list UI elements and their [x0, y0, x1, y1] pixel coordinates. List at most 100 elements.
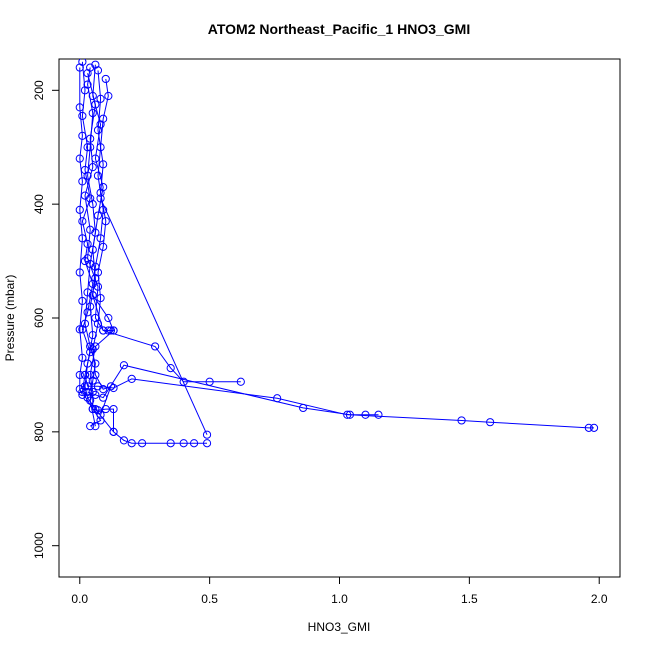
data-point [101, 217, 110, 226]
data-point [106, 326, 116, 335]
data-point [83, 359, 92, 368]
data-point [345, 410, 354, 419]
data-point [91, 342, 100, 351]
series-line [89, 294, 115, 432]
series-line [84, 73, 241, 383]
data-point [88, 163, 97, 172]
data-point [374, 410, 383, 419]
data-point [75, 268, 84, 277]
data-point [83, 382, 92, 391]
y-axis-label: Pressure (mbar) [3, 275, 17, 362]
data-point [83, 288, 92, 297]
series-line [92, 70, 112, 415]
data-point [109, 326, 118, 335]
data-point [99, 326, 108, 335]
y-tick-label: 800 [32, 422, 46, 442]
data-point [150, 342, 160, 351]
data-point [93, 319, 103, 328]
data-point [179, 439, 188, 448]
data-point [78, 296, 87, 306]
data-point [236, 377, 245, 386]
series-line [84, 67, 96, 427]
x-tick-label: 1.0 [331, 592, 348, 606]
data-point [119, 361, 129, 370]
data-point [93, 268, 103, 277]
data-point [109, 427, 118, 436]
data-point [91, 359, 100, 368]
data-point [96, 410, 105, 419]
x-axis: 0.0 0.5 1.0 1.5 2.0 [71, 576, 608, 606]
series-layer [75, 59, 599, 448]
data-point [93, 126, 103, 135]
data-point [75, 205, 84, 214]
data-point [91, 390, 100, 399]
data-point [127, 439, 136, 448]
data-point [83, 171, 92, 180]
data-point [96, 143, 105, 152]
data-point [99, 160, 108, 169]
x-tick-label: 1.5 [461, 592, 478, 606]
data-point [88, 108, 97, 118]
data-point [78, 111, 87, 121]
data-point [99, 114, 108, 123]
series-line [100, 198, 208, 435]
chart-title: ATOM2 Northeast_Pacific_1 HNO3_GMI [208, 21, 470, 37]
data-point [93, 282, 103, 291]
data-point [86, 143, 95, 152]
data-point [93, 406, 103, 415]
data-point [88, 200, 97, 209]
data-point [88, 345, 97, 354]
y-tick-label: 1000 [32, 532, 46, 559]
data-point [166, 363, 175, 373]
data-point [78, 131, 87, 140]
data-point [361, 410, 370, 419]
data-point [91, 370, 100, 380]
data-point [75, 325, 84, 334]
data-point [75, 370, 84, 380]
data-point [93, 66, 103, 75]
data-point [202, 430, 212, 439]
data-point [486, 418, 495, 427]
series-line [92, 78, 114, 331]
data-point [88, 387, 97, 397]
x-tick-label: 0.0 [71, 592, 88, 606]
data-point [91, 228, 100, 237]
data-point [99, 385, 108, 394]
data-point [86, 63, 95, 72]
x-tick-label: 0.5 [201, 592, 218, 606]
data-point [584, 423, 593, 432]
plot-area-frame [58, 58, 621, 578]
data-point [106, 382, 116, 391]
data-point [119, 436, 129, 445]
data-point [109, 404, 118, 414]
data-point [104, 313, 113, 323]
data-point [299, 403, 308, 413]
data-point [75, 63, 84, 72]
data-point [457, 416, 466, 425]
data-point [127, 374, 136, 384]
data-point [138, 439, 147, 448]
data-point [91, 422, 100, 431]
data-point [75, 103, 84, 112]
data-point [78, 217, 87, 226]
data-point [80, 319, 90, 328]
data-point [101, 74, 110, 84]
data-point [104, 91, 113, 101]
x-axis-label: HNO3_GMI [308, 620, 371, 634]
data-point [99, 242, 108, 251]
data-point [86, 396, 95, 405]
data-point [86, 259, 95, 269]
data-point [189, 439, 199, 448]
data-point [88, 330, 97, 340]
data-point [96, 293, 105, 303]
data-point [96, 94, 105, 103]
y-tick-label: 400 [32, 194, 46, 214]
y-tick-label: 600 [32, 308, 46, 328]
y-tick-label: 200 [32, 80, 46, 100]
data-point [78, 390, 87, 399]
y-axis: 200 400 600 800 1000 [32, 80, 60, 559]
data-point [80, 370, 90, 380]
data-point [83, 80, 92, 89]
data-point [86, 422, 95, 431]
